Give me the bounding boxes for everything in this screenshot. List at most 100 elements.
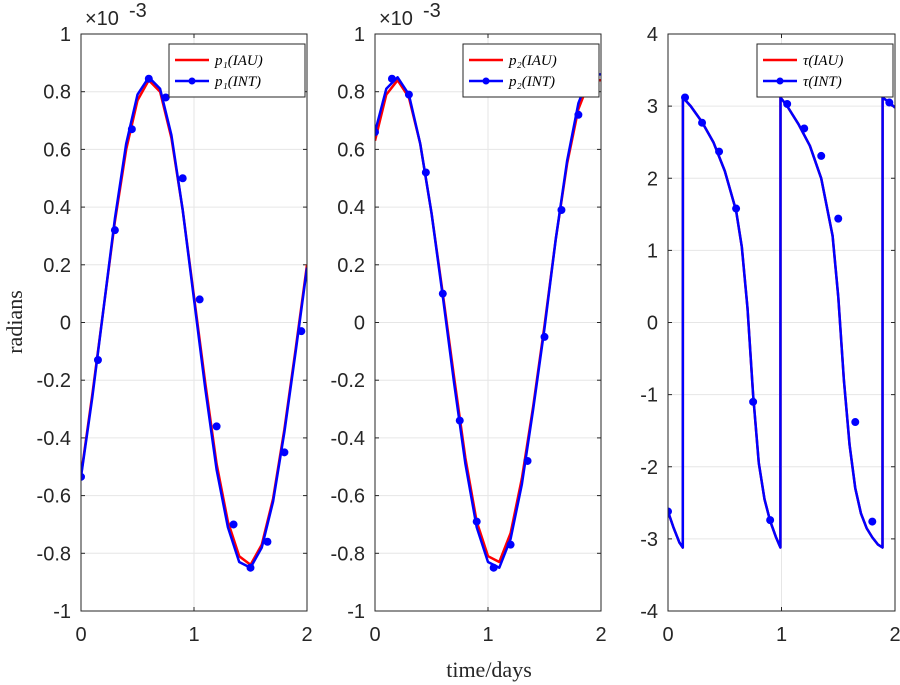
series-int-marker xyxy=(387,74,396,83)
series-int-marker xyxy=(732,204,741,213)
y-tick-label: -0.8 xyxy=(331,543,365,565)
y-tick-label: -0.2 xyxy=(331,370,365,392)
series-int-marker xyxy=(178,174,187,183)
series-int-marker xyxy=(540,332,549,341)
x-tick-label: 1 xyxy=(482,624,493,646)
series-int-marker xyxy=(229,520,238,529)
y-tick-label: -0.4 xyxy=(37,428,71,450)
legend-label-iau: p₂(IAU) xyxy=(508,53,557,69)
y-tick-label: -1 xyxy=(640,385,658,407)
legend: p₂(IAU) p₂(INT) xyxy=(462,43,600,98)
legend-box xyxy=(462,43,600,98)
y-tick-label: -0.6 xyxy=(37,486,71,508)
legend-label-iau: p₁(IAU) xyxy=(214,53,263,69)
legend-marker-int xyxy=(188,77,196,85)
y-tick-label: -0.2 xyxy=(37,370,71,392)
exponent-power: -3 xyxy=(129,0,147,22)
x-tick-label: 0 xyxy=(369,624,380,646)
series-int-marker xyxy=(715,147,724,156)
legend-box xyxy=(756,43,894,98)
legend-label-int: p₁(INT) xyxy=(214,74,261,90)
series-int-marker xyxy=(817,151,826,160)
x-tick-label: 2 xyxy=(889,624,900,646)
y-tick-label: 0.2 xyxy=(337,255,365,277)
y-tick-label: 0.4 xyxy=(337,197,365,219)
exponent-label: ×10 xyxy=(379,8,413,30)
series-int-marker xyxy=(455,416,464,425)
series-int-marker xyxy=(834,214,843,223)
legend-marker-int xyxy=(482,77,490,85)
y-tick-label: 0.2 xyxy=(43,255,71,277)
y-tick-label: -1 xyxy=(53,601,71,623)
axes-box xyxy=(374,33,602,612)
series-int-marker xyxy=(195,295,204,304)
y-tick-label: 0.6 xyxy=(43,139,71,161)
y-tick-label: 0.6 xyxy=(337,139,365,161)
x-tick-label: 0 xyxy=(662,624,673,646)
y-tick-label: 4 xyxy=(647,24,658,46)
series-int-marker xyxy=(263,537,272,546)
series-int-marker xyxy=(506,540,515,549)
series-int-marker xyxy=(81,472,85,481)
series-int-marker xyxy=(681,93,690,102)
series-int-marker xyxy=(127,125,136,134)
series-int-marker xyxy=(144,74,153,83)
series-int-marker xyxy=(421,168,430,177)
y-tick-label: 0 xyxy=(647,313,658,335)
y-tick-label: 0 xyxy=(354,313,365,335)
series-group xyxy=(375,73,601,572)
legend: p₁(IAU) p₁(INT) xyxy=(168,43,306,98)
series-group xyxy=(668,93,895,549)
axes-box xyxy=(80,33,308,612)
y-axis-label: radians xyxy=(2,290,27,354)
y-tick-label: -3 xyxy=(640,529,658,551)
x-tick-label: 1 xyxy=(188,624,199,646)
series-int-marker xyxy=(375,128,379,137)
series-int-marker xyxy=(783,99,792,108)
series-int-marker xyxy=(668,507,672,516)
x-tick-label: 2 xyxy=(301,624,312,646)
series-int-marker xyxy=(523,456,532,465)
axes-box xyxy=(667,33,896,612)
series-int-marker xyxy=(404,90,413,99)
series-int-marker xyxy=(438,289,447,298)
panel-p2: 0 1 2 -1 -0.8 -0.6 -0.4 -0.2 0 0.2 0.4 0.6 0.8 1 ×10 -3… xyxy=(331,0,607,646)
legend-label-int: p₂(INT) xyxy=(508,74,555,90)
y-tick-label: 0 xyxy=(60,313,71,335)
series-int-marker xyxy=(574,110,583,119)
legend: τ(IAU) τ(INT) xyxy=(756,43,894,98)
series-int-marker xyxy=(472,517,481,526)
series-int-marker xyxy=(868,517,877,526)
y-tick-label: 3 xyxy=(647,96,658,118)
series-int-marker xyxy=(800,124,809,133)
series-int-marker xyxy=(246,563,255,572)
panel-tau: 0 1 2 -4 -3 -2 -1 0 1 2 3 4 τ(IAU) τ(INT) xyxy=(640,24,900,646)
x-tick-label: 1 xyxy=(776,624,787,646)
y-tick-label: 0.4 xyxy=(43,197,71,219)
series-int-marker xyxy=(557,205,566,214)
y-tick-label: 2 xyxy=(647,168,658,190)
y-tick-label: -0.6 xyxy=(331,486,365,508)
series-int-marker xyxy=(749,397,758,406)
legend-label-iau: τ(IAU) xyxy=(803,53,843,69)
x-tick-label: 0 xyxy=(75,624,86,646)
series-int-line xyxy=(375,73,601,569)
y-tick-label: -1 xyxy=(347,601,365,623)
legend-marker-int xyxy=(776,77,784,85)
series-int-marker xyxy=(766,516,775,525)
exponent-label: ×10 xyxy=(85,8,119,30)
x-axis-label: time/days xyxy=(446,657,532,682)
series-int-marker xyxy=(885,98,894,107)
series-int-marker xyxy=(161,93,170,102)
x-tick-label: 2 xyxy=(595,624,606,646)
y-tick-label: 1 xyxy=(354,24,365,46)
series-int-marker xyxy=(110,226,119,235)
series-int-marker xyxy=(851,418,860,427)
legend-box xyxy=(168,43,306,98)
series-int-marker xyxy=(297,327,306,336)
y-tick-label: -0.4 xyxy=(331,428,365,450)
y-tick-label: 0.8 xyxy=(43,82,71,104)
y-tick-label: 1 xyxy=(647,240,658,262)
series-int-line xyxy=(81,76,307,569)
